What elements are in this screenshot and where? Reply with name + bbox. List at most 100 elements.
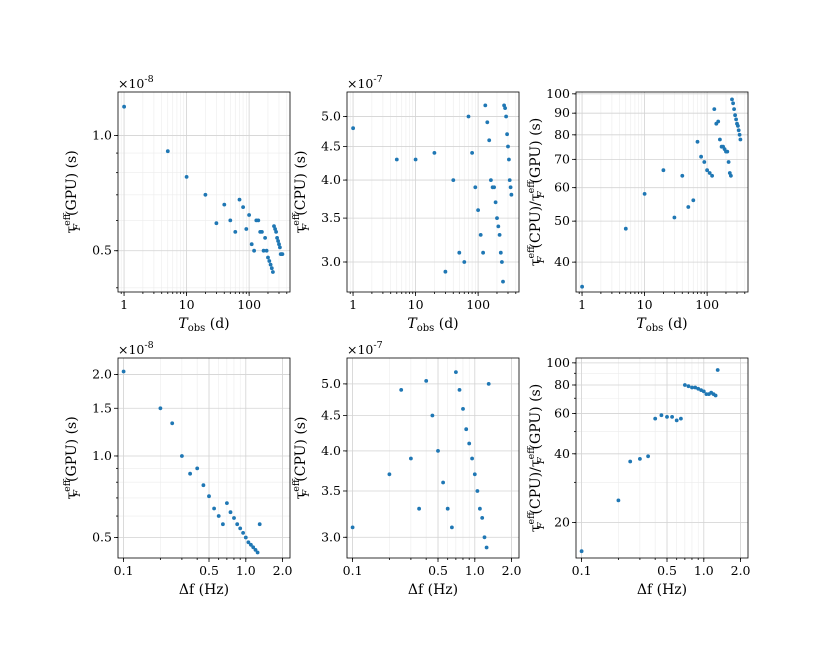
data-point: [729, 173, 733, 178]
y-axis-label: τeffF(GPU) (s): [62, 416, 83, 499]
data-point: [672, 215, 677, 220]
y-tick-label: 100: [546, 86, 570, 101]
y-tick-label: 100: [546, 355, 570, 370]
data-point: [451, 178, 456, 183]
data-point: [261, 248, 266, 253]
data-point: [180, 454, 184, 458]
x-axis-label: Δf (Hz): [637, 582, 687, 598]
data-point: [241, 205, 246, 210]
data-point: [470, 151, 474, 155]
data-point: [707, 171, 712, 175]
data-point: [730, 97, 734, 102]
y-axis-label-group: τeffF(GPU) (s): [62, 150, 83, 233]
data-point: [464, 427, 469, 432]
data-point: [712, 107, 717, 111]
data-point: [170, 421, 175, 426]
axis-multiplier: ×10-7: [347, 340, 383, 357]
data-point: [457, 250, 462, 255]
y-axis-label: τeffF(CPU)/τeffF(GPU) (s): [526, 384, 547, 532]
y-tick-label: 0.5: [92, 529, 112, 544]
data-point: [462, 260, 467, 264]
data-point: [232, 516, 236, 520]
y-tick-label: 5.0: [321, 376, 341, 391]
y-tick-label: 4.0: [321, 443, 341, 458]
data-point: [436, 449, 440, 453]
data-point: [273, 227, 277, 231]
scatter-panel-4: 0.1 0.5 1.0 2.0 0.5 1.0 1.5 2.0 Δf (Hz) τeffF(GPU…: [62, 340, 293, 598]
data-point: [686, 384, 691, 389]
y-tick-label: 4.5: [321, 408, 341, 423]
data-point: [454, 370, 458, 374]
data-point: [228, 510, 233, 515]
x-tick-label: 100: [237, 297, 261, 312]
data-point: [737, 132, 742, 137]
data-point: [705, 168, 709, 173]
y-tick-label: 0.5: [92, 243, 112, 258]
x-tick-label: 1: [120, 297, 128, 312]
data-point: [260, 230, 264, 234]
data-point: [276, 239, 280, 243]
data-point: [432, 151, 437, 155]
data-point: [238, 526, 243, 531]
data-point: [272, 224, 276, 229]
data-point: [731, 101, 735, 106]
axis-multiplier: ×10-7: [347, 74, 383, 91]
data-point: [188, 471, 193, 476]
data-point: [492, 185, 496, 190]
data-point: [473, 185, 478, 190]
data-point: [702, 160, 707, 164]
x-tick-label: 10: [179, 297, 195, 312]
data-point: [235, 522, 240, 527]
data-point: [266, 255, 270, 260]
data-point: [485, 120, 490, 125]
x-tick-label: 0.1: [114, 563, 134, 578]
data-point: [500, 260, 504, 264]
data-point: [207, 494, 211, 499]
scatter-panel-1: 1 10 100 0.5 1.0 Tobs (d) τeffF(GPU) (s) ×10-8: [62, 74, 291, 334]
data-point: [509, 192, 514, 197]
data-point: [674, 418, 679, 423]
y-axis-label-group: τeffF(CPU) (s): [291, 151, 312, 234]
y-tick-label: 50: [554, 213, 570, 228]
data-point: [268, 262, 273, 267]
data-point: [486, 382, 491, 386]
y-axis-label: τeffF(GPU) (s): [62, 150, 83, 233]
data-point: [481, 250, 485, 255]
data-point: [493, 200, 498, 205]
data-point: [726, 160, 731, 164]
y-axis-label: τeffF(CPU) (s): [291, 151, 312, 234]
y-tick-label: 1.0: [92, 128, 112, 143]
x-axis-label: Δf (Hz): [179, 582, 229, 598]
data-point: [243, 535, 248, 540]
data-point: [274, 230, 278, 234]
data-point: [679, 416, 683, 421]
data-point: [508, 185, 513, 190]
data-point: [351, 126, 355, 131]
data-point: [244, 227, 249, 231]
x-tick-label: 1.0: [465, 563, 485, 578]
data-point: [257, 522, 262, 527]
x-axis-label: Tobs (d): [178, 316, 229, 334]
y-tick-label: 60: [554, 180, 570, 195]
axis-multiplier: ×10-8: [118, 340, 154, 357]
data-point: [736, 128, 741, 133]
y-tick-label: 3.0: [321, 254, 341, 269]
y-axis-label: τeffF(CPU)/τeffF(GPU) (s): [526, 118, 547, 266]
data-point: [277, 242, 281, 247]
axes-frame: [575, 357, 749, 559]
data-point: [222, 202, 227, 207]
x-axis-label: Tobs (d): [636, 316, 687, 334]
axis-multiplier: ×10-8: [118, 74, 154, 91]
y-tick-label: 4.5: [321, 139, 341, 154]
y-tick-label: 2.0: [92, 366, 112, 381]
data-point: [505, 132, 509, 137]
axes-frame: [117, 91, 291, 293]
data-point: [221, 522, 225, 527]
data-point: [430, 413, 435, 418]
data-point: [495, 216, 499, 221]
x-tick-label: 1.0: [236, 563, 256, 578]
data-point: [695, 139, 700, 144]
data-point: [699, 154, 703, 159]
data-point: [483, 103, 488, 108]
